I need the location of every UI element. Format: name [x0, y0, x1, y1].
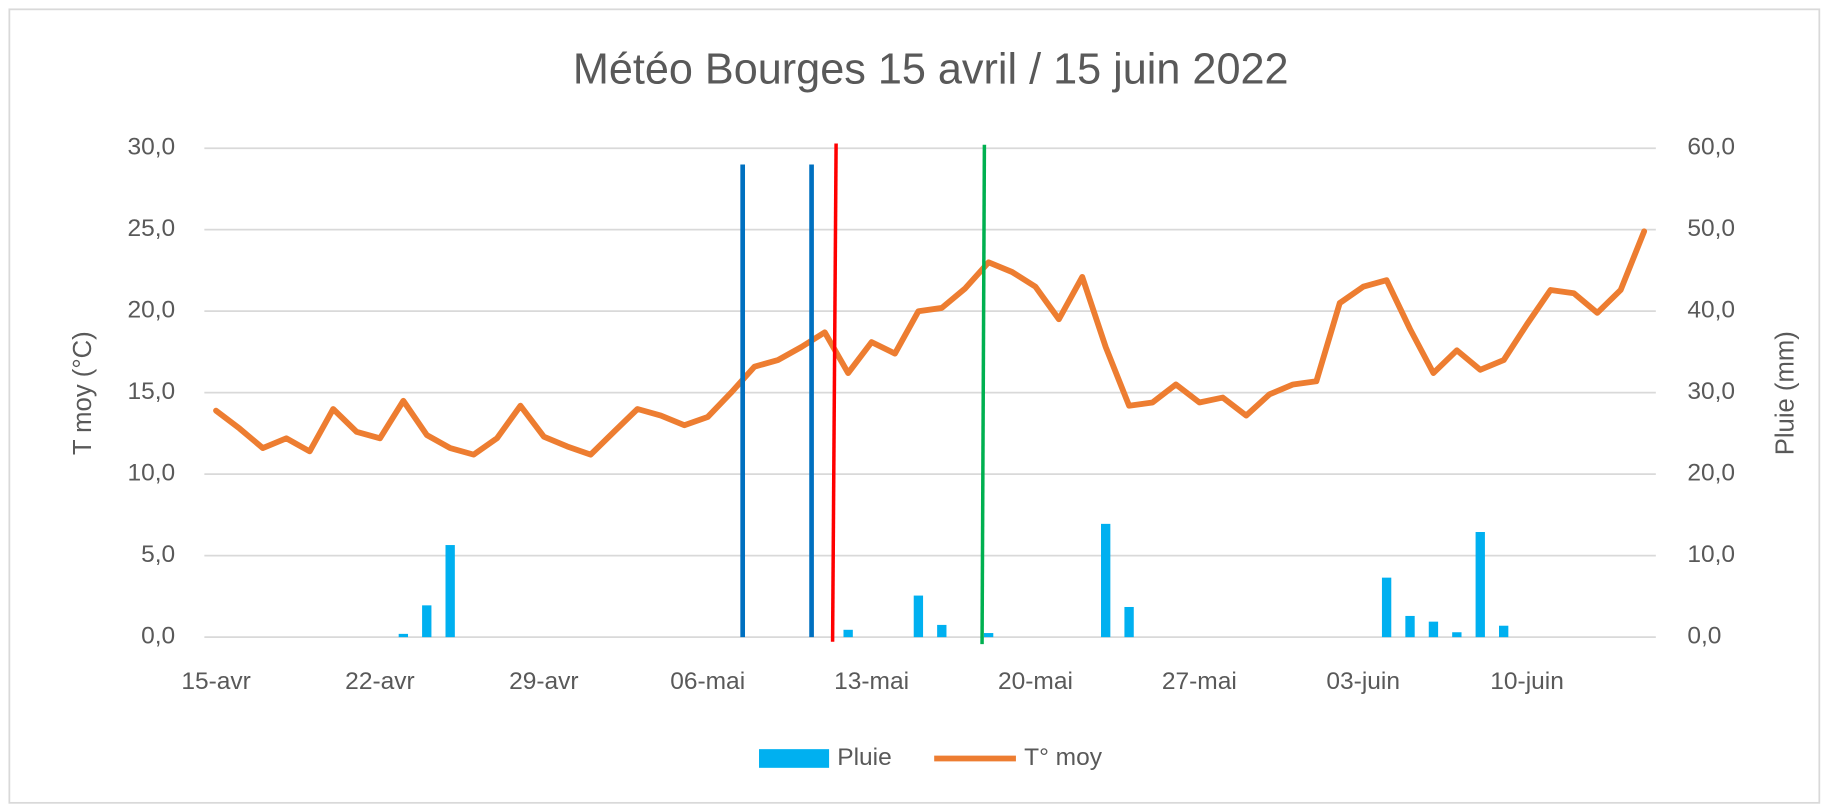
x-tick-label: 13-mai: [834, 668, 909, 695]
x-tick-label: 22-avr: [345, 668, 414, 695]
bar: [1124, 606, 1134, 638]
bar: [422, 605, 432, 638]
y-axis-title: T moy (°C): [69, 331, 97, 455]
legend-swatch: [759, 749, 830, 768]
x-tick-label: 15-avr: [181, 668, 250, 695]
bar: [1452, 632, 1462, 638]
bar: [937, 624, 947, 638]
bar: [1381, 577, 1392, 638]
marker-line: [830, 143, 838, 642]
y2-tick-label: 60,0: [1687, 134, 1735, 161]
y2-axis-title: Pluie (mm): [1771, 331, 1799, 455]
y-tick-label: 15,0: [127, 378, 175, 405]
bar: [983, 633, 994, 638]
x-tick-label: 27-mai: [1162, 668, 1237, 695]
bar: [398, 633, 409, 638]
x-tick-label: 03-juin: [1326, 668, 1400, 695]
marker-line: [980, 144, 987, 645]
chart-border: [8, 8, 1821, 804]
y2-tick-label: 0,0: [1687, 623, 1721, 650]
legend: Pluie T° moy: [759, 744, 1103, 771]
y2-tick-label: 50,0: [1687, 215, 1735, 242]
y-tick-label: 10,0: [127, 460, 175, 487]
bar: [913, 595, 924, 638]
x-tick-label: 29-avr: [509, 668, 578, 695]
line: [213, 228, 1648, 458]
y2-tick-label: 40,0: [1687, 297, 1735, 324]
x-tick-label: 20-mai: [998, 668, 1073, 695]
y-tick-label: 25,0: [127, 215, 175, 242]
bar: [1405, 615, 1415, 638]
legend-label: Pluie: [837, 744, 892, 771]
bar: [1428, 621, 1439, 638]
annotations: [740, 143, 987, 645]
x-tick-label: 10-juin: [1490, 668, 1564, 695]
y2-tick-label: 10,0: [1687, 541, 1735, 568]
plot: [213, 228, 1648, 638]
y-tick-label: 20,0: [127, 297, 175, 324]
legend-label: T° moy: [1024, 744, 1103, 771]
y2-tick-label: 20,0: [1687, 460, 1735, 487]
bar: [445, 545, 455, 638]
chart-title: Météo Bourges 15 avril / 15 juin 2022: [573, 46, 1289, 94]
bar: [1498, 625, 1509, 638]
x-tick-label: 06-mai: [670, 668, 745, 695]
y-tick-label: 30,0: [127, 134, 175, 161]
y-tick-label: 0,0: [141, 623, 175, 650]
y-tick-label: 5,0: [141, 541, 175, 568]
bar: [1475, 532, 1485, 638]
y2-tick-label: 30,0: [1687, 378, 1735, 405]
bar: [843, 629, 853, 638]
bar: [1101, 523, 1111, 638]
